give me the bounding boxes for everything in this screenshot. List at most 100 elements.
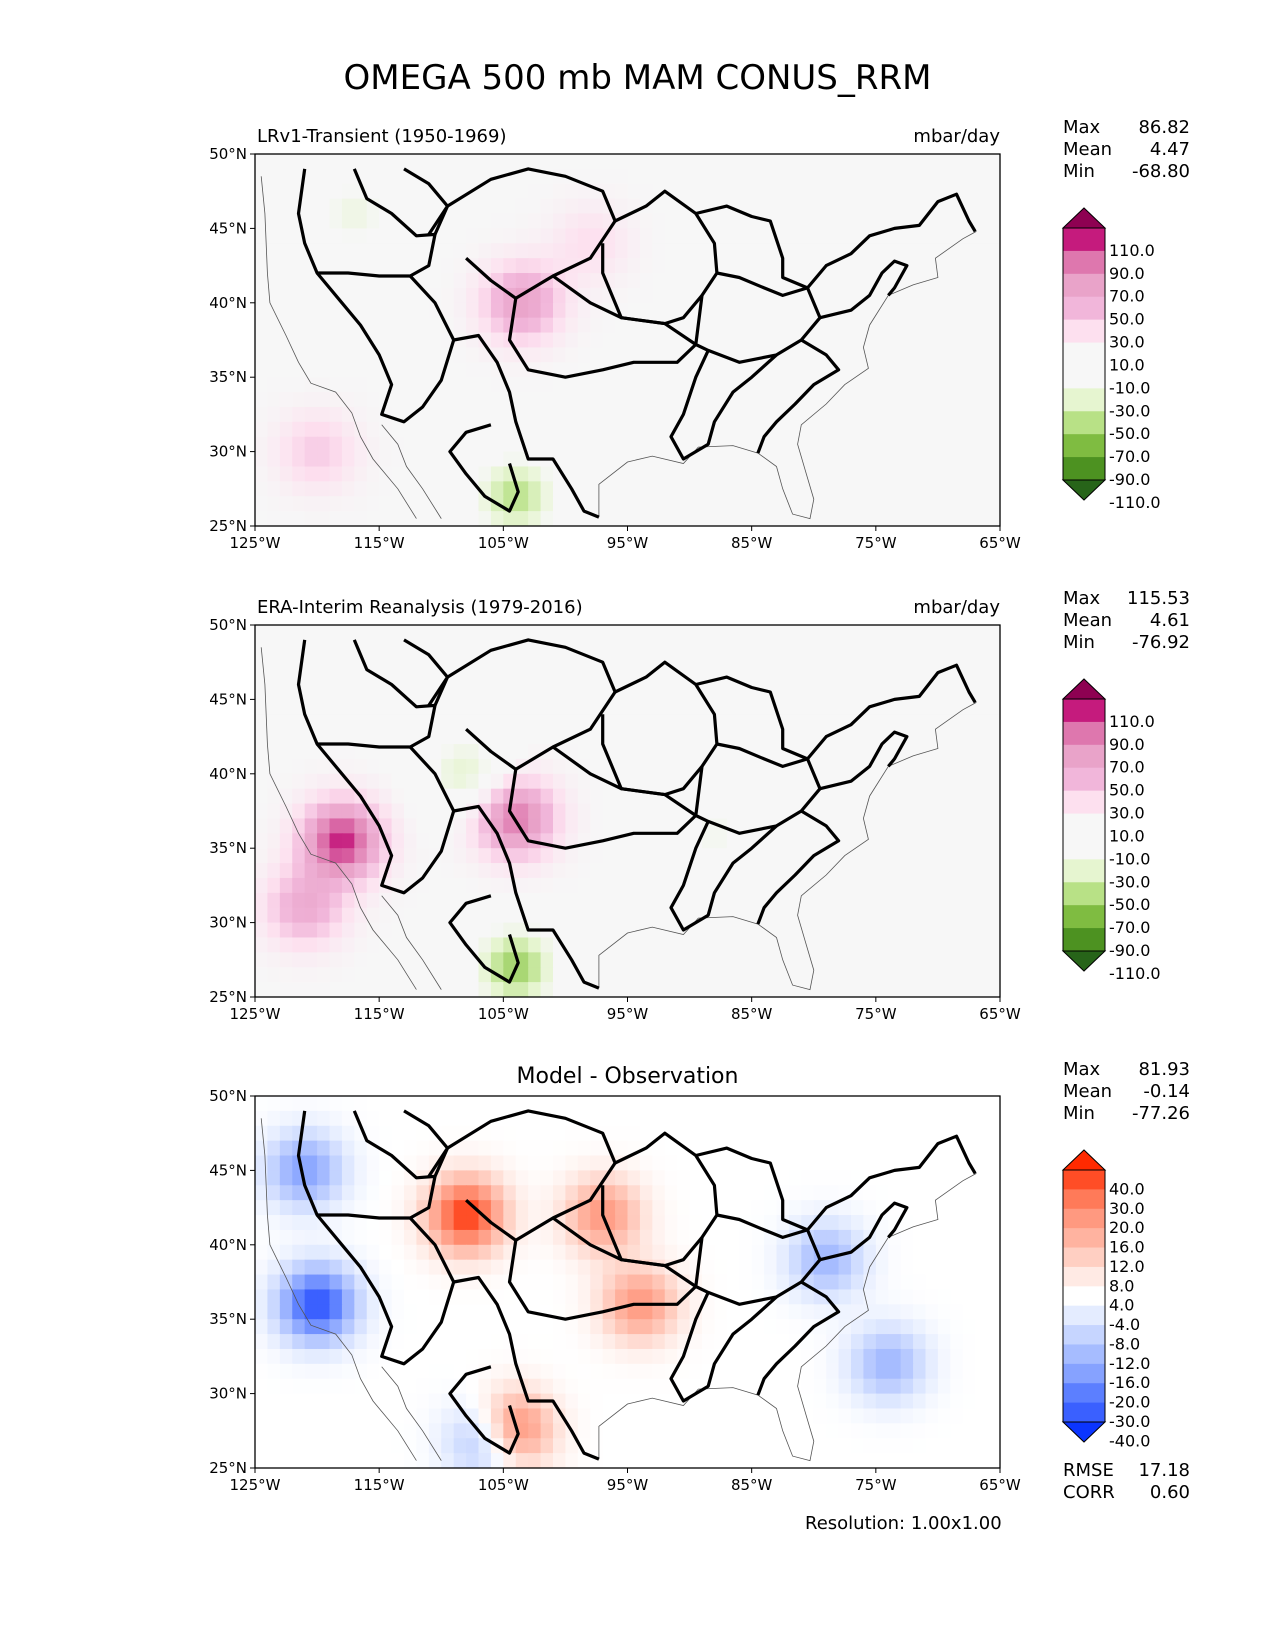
basin-boundary-9 <box>448 894 520 984</box>
colorbar-tick-label: -12.0 <box>1109 1354 1150 1373</box>
basin-boundary-5 <box>694 742 822 835</box>
stat-label: Mean <box>1063 610 1112 631</box>
basin-boundary-3 <box>507 1216 698 1321</box>
resolution-label: Resolution: 1.00x1.00 <box>805 1513 1002 1534</box>
x-tick-label: 125°W <box>230 1005 281 1023</box>
colorbar-min-arrow <box>1061 479 1107 501</box>
colorbar-bin <box>1063 1363 1105 1384</box>
field-layer <box>255 154 1001 527</box>
colorbar-tick-label: -70.0 <box>1109 447 1150 466</box>
x-tick-label: 105°W <box>478 1476 529 1494</box>
colorbar-bin <box>1063 388 1105 412</box>
colorbar-tick-label: -30.0 <box>1109 1412 1150 1431</box>
panel-1: 125°W 115°W 105°W 95°W 85°W 75°W 65°W 50°N 45°N 4… <box>209 117 1190 552</box>
colorbar-max-arrow <box>1061 207 1107 229</box>
colorbar-bin <box>1063 342 1105 366</box>
colorbar-bin <box>1063 1286 1105 1307</box>
colorbar-min-arrow <box>1061 1421 1107 1443</box>
coastline-1 <box>260 647 417 990</box>
colorbar-tick-label: -16.0 <box>1109 1373 1150 1392</box>
field-layer <box>255 1096 1001 1469</box>
x-tick-label: 85°W <box>731 534 773 552</box>
coastline-layer <box>260 1118 977 1462</box>
stat-label: Min <box>1063 1103 1095 1124</box>
basin-boundary-7 <box>315 742 456 895</box>
colorbar-tick-label: 4.0 <box>1109 1296 1134 1315</box>
footer-stat-value: 17.18 <box>1138 1460 1190 1481</box>
colorbar-bin <box>1063 1170 1105 1190</box>
basin-boundary-7 <box>315 271 456 424</box>
colorbar-tick-label: 10.0 <box>1109 826 1145 845</box>
basin-boundary-2 <box>427 1109 617 1242</box>
colorbar-max-arrow <box>1061 678 1107 700</box>
basin-boundary-4 <box>601 660 719 797</box>
colorbar-bin <box>1063 1266 1105 1287</box>
colorbar-tick-label: 70.0 <box>1109 758 1145 777</box>
colorbar-bin <box>1063 1383 1105 1404</box>
panel-title: LRv1-Transient (1950-1969) <box>257 126 506 147</box>
colorbar-tick-label: 90.0 <box>1109 735 1145 754</box>
basin-boundary-10 <box>806 1134 977 1231</box>
coastline-2 <box>381 1366 442 1461</box>
stat-label: Mean <box>1063 139 1112 160</box>
basin-boundary-2 <box>427 167 617 300</box>
colorbar-tick-label: 110.0 <box>1109 241 1155 260</box>
coastline-3 <box>598 702 977 991</box>
colorbar-tick-label: 70.0 <box>1109 287 1145 306</box>
x-tick-label: 95°W <box>607 534 649 552</box>
basin-boundary-9 <box>448 423 520 513</box>
basin-boundary-2 <box>427 638 617 771</box>
colorbar-tick-label: 30.0 <box>1109 804 1145 823</box>
coastline-2 <box>381 895 442 990</box>
basin-boundary-6 <box>669 349 778 461</box>
y-tick-label: 35°N <box>209 839 247 857</box>
basin-boundary-9 <box>448 1365 520 1455</box>
colorbar-tick-label: 90.0 <box>1109 264 1145 283</box>
colorbar: 40.030.020.016.012.08.04.0-4.0-8.0-12.0-… <box>1061 1149 1150 1450</box>
y-tick-label: 50°N <box>209 145 247 163</box>
colorbar-tick-label: -50.0 <box>1109 895 1150 914</box>
colorbar-bin <box>1063 1208 1105 1229</box>
y-tick-label: 30°N <box>209 914 247 932</box>
colorbar-tick-label: 12.0 <box>1109 1257 1145 1276</box>
basin-boundary-6 <box>669 1291 778 1403</box>
colorbar-tick-label: -50.0 <box>1109 424 1150 443</box>
y-tick-label: 40°N <box>209 294 247 312</box>
colorbar: 110.0 90.0 70.0 50.0 30.0 10.0 -10.0 -30.0 -50.0… <box>1061 678 1161 983</box>
colorbar-bin <box>1063 434 1105 458</box>
colorbar-bin <box>1063 296 1105 321</box>
stat-value: 115.53 <box>1127 588 1190 609</box>
basin-boundary-13 <box>403 1109 450 1178</box>
y-tick-label: 40°N <box>209 765 247 783</box>
y-tick-label: 45°N <box>209 690 247 708</box>
stat-label: Min <box>1063 632 1095 653</box>
basin-boundary-11 <box>819 259 909 320</box>
colorbar-tick-label: -30.0 <box>1109 401 1150 420</box>
y-tick-label: 25°N <box>209 1459 247 1477</box>
colorbar-tick-label: -90.0 <box>1109 470 1150 489</box>
figure-title: OMEGA 500 mb MAM CONUS_RRM <box>343 58 932 98</box>
colorbar-bin <box>1063 319 1105 344</box>
stat-value: 4.47 <box>1150 139 1190 160</box>
colorbar-bin <box>1063 1189 1105 1210</box>
basin-boundary-8 <box>453 1275 600 1461</box>
colorbar-tick-label: 8.0 <box>1109 1276 1134 1295</box>
basin-boundary-5 <box>694 1213 822 1306</box>
x-tick-label: 115°W <box>354 1005 405 1023</box>
colorbar-bin <box>1063 365 1105 389</box>
colorbar-tick-label: 50.0 <box>1109 781 1145 800</box>
y-tick-label: 50°N <box>209 616 247 634</box>
basin-boundary-3 <box>507 274 698 379</box>
basin-boundary-11 <box>819 1201 909 1262</box>
x-tick-label: 125°W <box>230 534 281 552</box>
colorbar-tick-label: 110.0 <box>1109 712 1155 731</box>
stat-label: Max <box>1063 588 1101 609</box>
stat-label: Mean <box>1063 1081 1112 1102</box>
colorbar-bin <box>1063 928 1105 952</box>
basin-boundary-4 <box>601 1131 719 1268</box>
colorbar-tick-label: -4.0 <box>1109 1315 1140 1334</box>
basin-boundary-6 <box>669 820 778 932</box>
stat-value: -0.14 <box>1143 1081 1190 1102</box>
colorbar-frame <box>1062 227 1106 481</box>
